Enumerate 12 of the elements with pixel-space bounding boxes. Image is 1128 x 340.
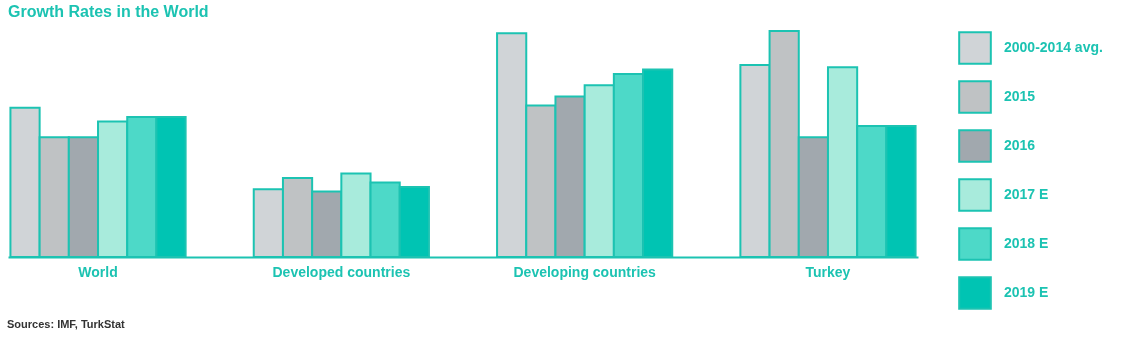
chart-title: Growth Rates in the World — [8, 3, 209, 20]
x-tick-label: Developing countries — [513, 263, 657, 280]
legend-label: 2017 E — [1004, 186, 1049, 202]
x-tick-label: Developed countries — [272, 263, 411, 280]
x-tick-label: Turkey — [805, 263, 851, 280]
source-note: Sources: IMF, TurkStat — [7, 318, 125, 330]
legend-label: 2016 — [1004, 137, 1036, 153]
legend-label: 2000-2014 avg. — [1004, 39, 1103, 55]
legend-label: 2015 — [1004, 88, 1036, 104]
x-tick-label: World — [78, 263, 118, 280]
legend-label: 2019 E — [1004, 284, 1049, 300]
legend-label: 2018 E — [1004, 235, 1049, 251]
